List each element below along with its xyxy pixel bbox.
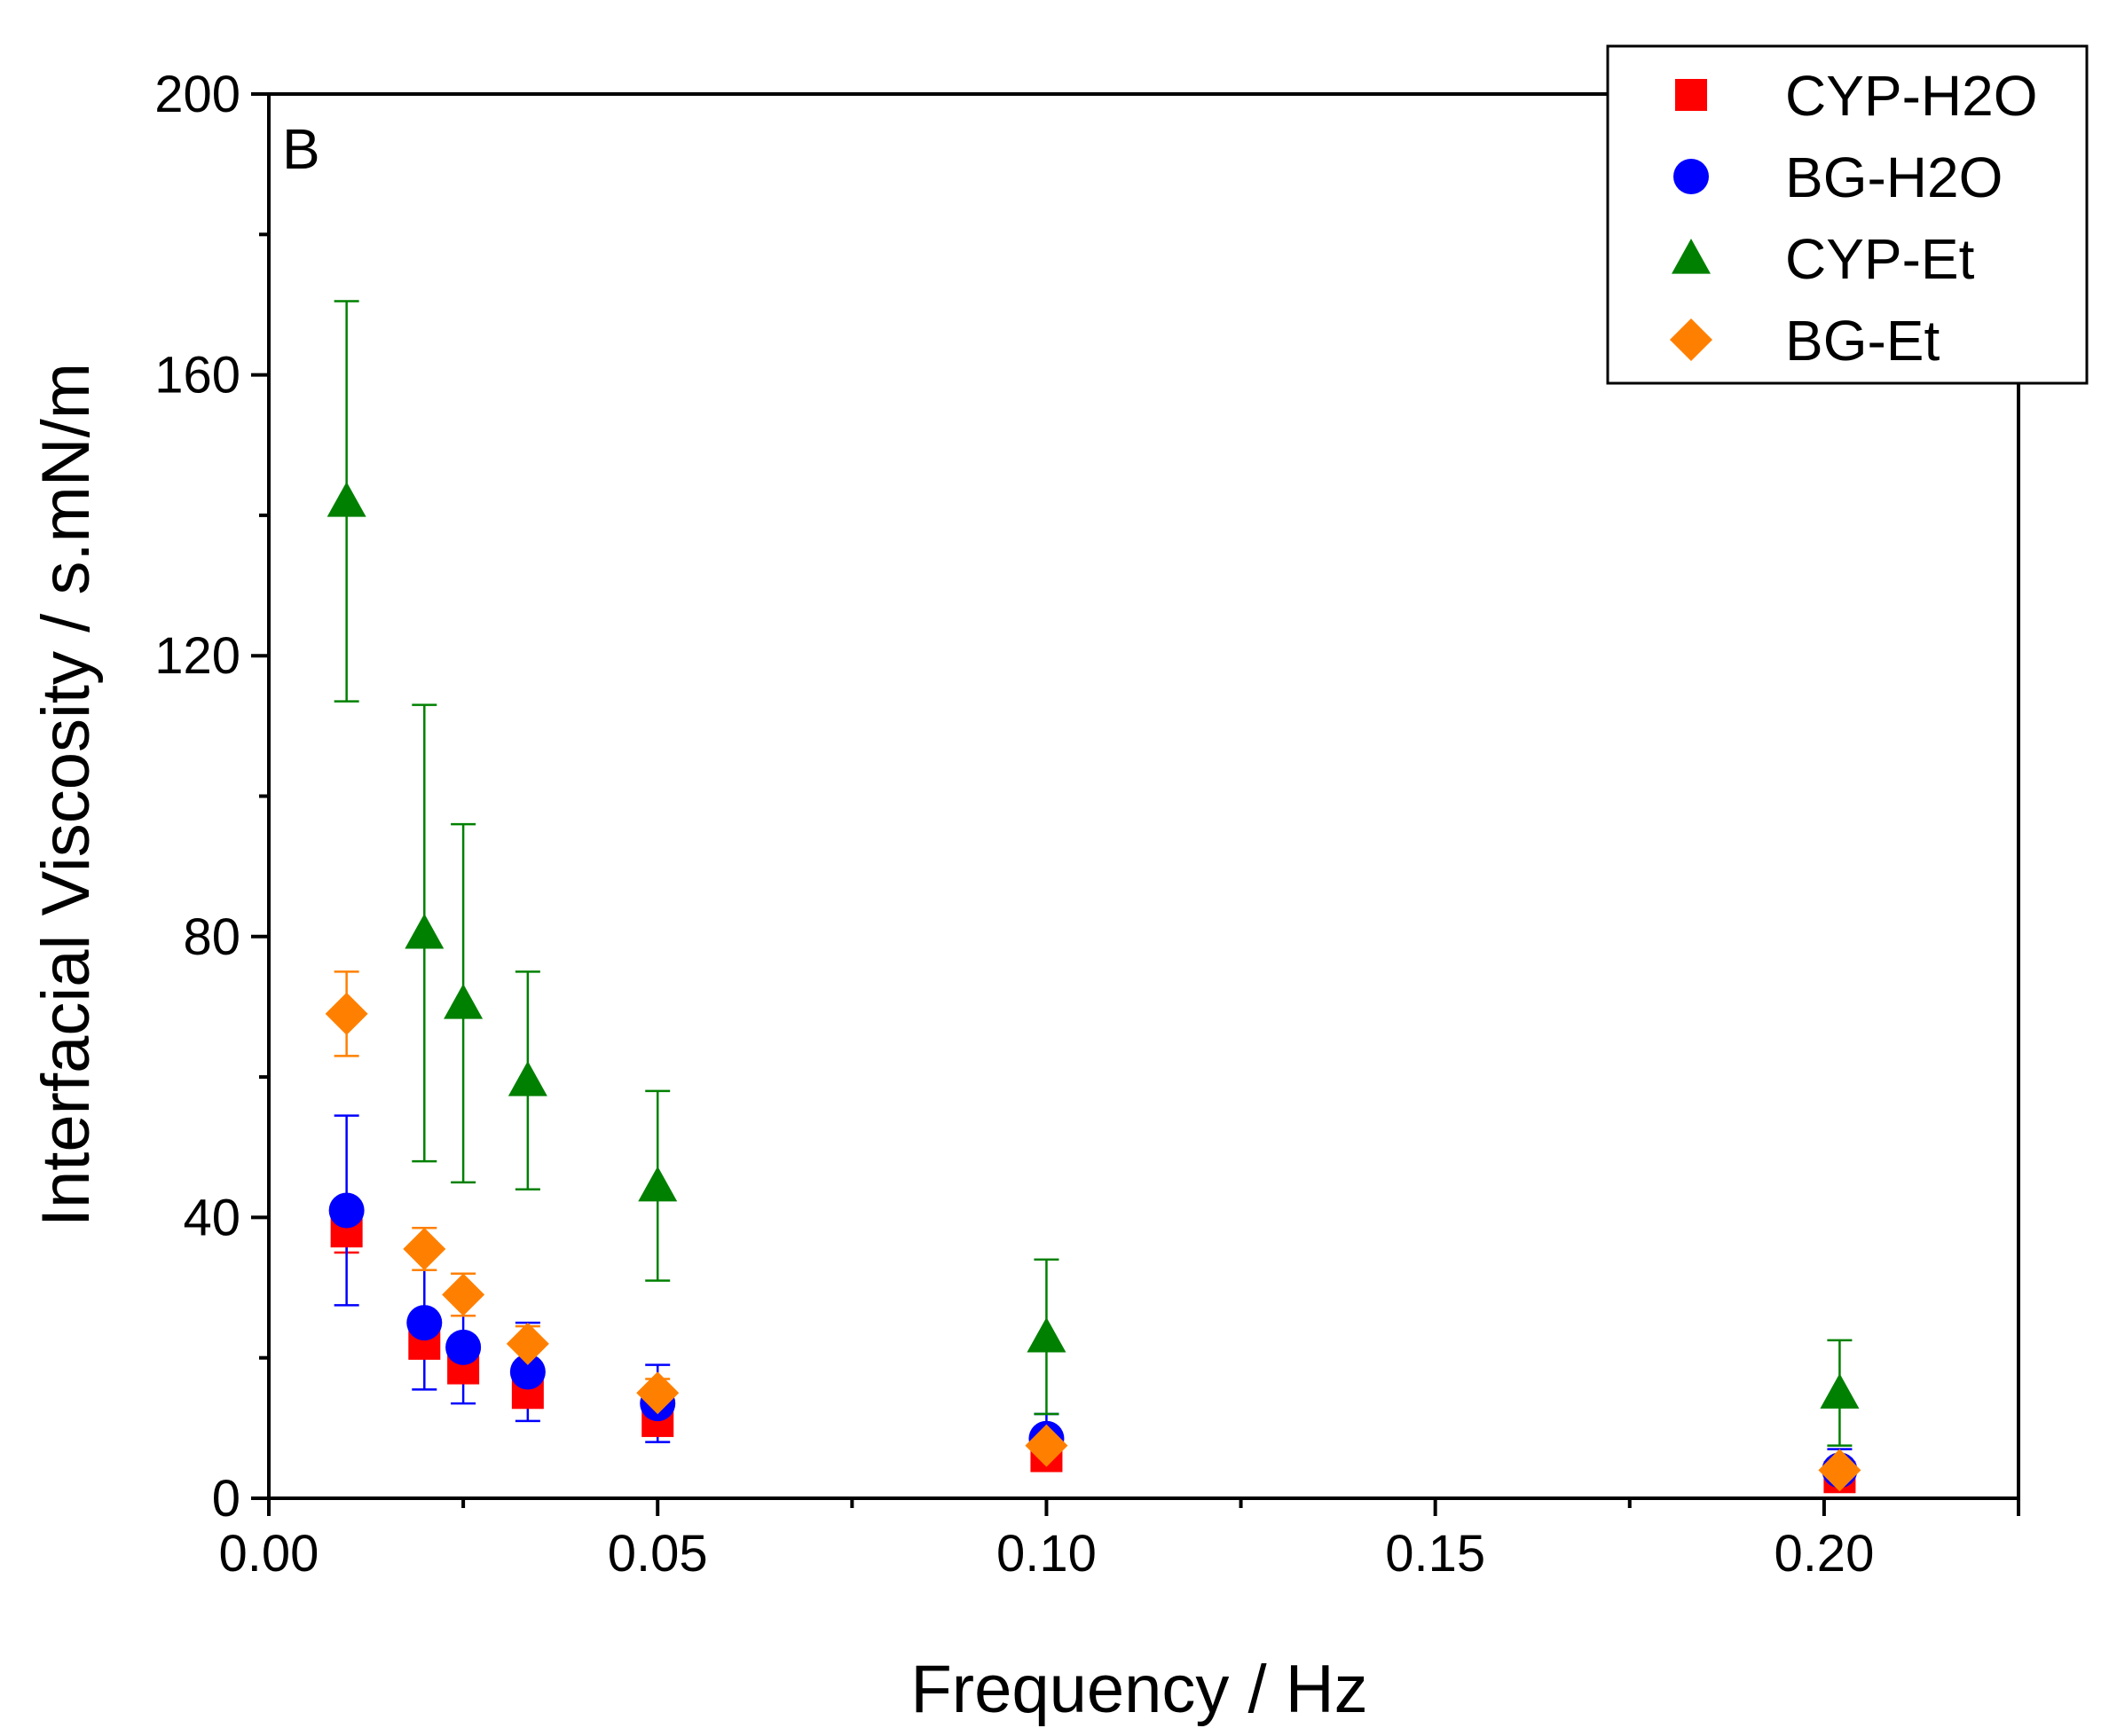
- legend-marker: [1670, 318, 1712, 361]
- series-markers-bg-h2o: [328, 1192, 1858, 1489]
- panel-label: B: [282, 117, 320, 181]
- legend-marker: [1672, 239, 1711, 274]
- y-tick-label: 40: [183, 1189, 240, 1246]
- data-point: [445, 1329, 482, 1365]
- axes: 0.00 0.05 0.10 0.15 0.20 0 40 80 120 160 200: [154, 66, 2020, 1583]
- data-point: [1820, 1373, 1860, 1409]
- y-tick-label: 0: [212, 1470, 240, 1528]
- legend-label: BG-Et: [1785, 309, 1940, 373]
- y-tick-label: 200: [154, 66, 240, 123]
- data-point: [1025, 1424, 1068, 1467]
- y-axis-title: Interfacial Viscosity / s.mN/m: [28, 363, 104, 1227]
- series-cyp-h2o: [334, 1209, 1853, 1486]
- data-point: [638, 1166, 678, 1202]
- legend-marker: [1675, 79, 1707, 111]
- legend-label: BG-H2O: [1785, 145, 2003, 209]
- y-tick-label: 80: [183, 908, 240, 966]
- x-tick-label: 0.00: [219, 1525, 319, 1583]
- series-cyp-et: [334, 300, 1853, 1447]
- x-tick-label: 0.15: [1385, 1525, 1485, 1583]
- series-bg-et: [334, 970, 1853, 1479]
- legend-label: CYP-H2O: [1785, 64, 2038, 128]
- data-point: [636, 1371, 680, 1415]
- data-point: [403, 1228, 446, 1271]
- data-point: [1818, 1449, 1861, 1492]
- series-bg-h2o: [334, 1114, 1853, 1493]
- legend: CYP-H2O BG-H2O CYP-Et BG-Et: [1606, 44, 2089, 385]
- data-point: [406, 1305, 443, 1341]
- x-tick-label: 0.20: [1774, 1525, 1874, 1583]
- data-point: [405, 913, 445, 949]
- data-point: [442, 1273, 485, 1316]
- x-tick-label: 0.10: [996, 1525, 1097, 1583]
- data-point: [328, 1192, 365, 1229]
- plot-area: [325, 300, 1861, 1494]
- series-markers-bg-et: [325, 992, 1861, 1492]
- legend-marker: [1673, 159, 1709, 194]
- x-tick-label: 0.05: [608, 1525, 708, 1583]
- data-point: [325, 992, 368, 1035]
- series-markers-cyp-et: [327, 482, 1860, 1409]
- data-point: [1027, 1316, 1066, 1353]
- series-markers-cyp-h2o: [330, 1215, 1856, 1494]
- y-tick-label: 160: [154, 347, 240, 405]
- data-point: [506, 1322, 549, 1365]
- data-point: [327, 482, 366, 517]
- legend-label: CYP-Et: [1785, 227, 1975, 291]
- data-point: [508, 1061, 547, 1096]
- data-point: [509, 1354, 546, 1390]
- y-tick-label: 120: [154, 627, 240, 685]
- data-point: [444, 983, 484, 1019]
- x-axis-title: Frequency / Hz: [910, 1652, 1367, 1727]
